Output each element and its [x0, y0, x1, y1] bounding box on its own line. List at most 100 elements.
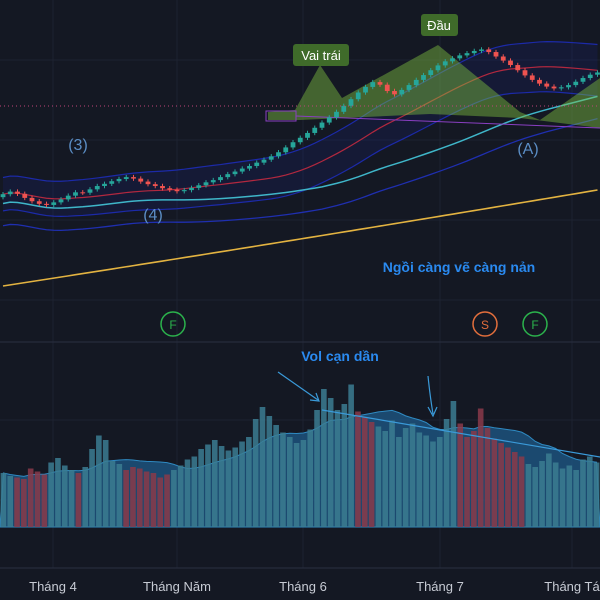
volume-bar-rect — [450, 401, 457, 527]
candle-body — [203, 182, 209, 186]
volume-bar — [116, 464, 123, 527]
candle — [283, 145, 289, 155]
shoulder-label-text: Vai trái — [301, 48, 341, 63]
volume-bar — [205, 444, 211, 527]
volume-bar-rect — [334, 410, 341, 527]
volume-bar-rect — [511, 452, 518, 527]
volume-bar — [389, 420, 395, 527]
volume-bar-rect — [143, 471, 150, 527]
volume-bar — [518, 456, 525, 527]
volume-bar-rect — [484, 428, 491, 527]
volume-bar-rect — [239, 441, 245, 527]
volume-bar — [211, 440, 218, 527]
candle — [305, 130, 310, 141]
volume-bar — [580, 459, 586, 527]
volume-bar-rect — [409, 423, 416, 527]
candle-body — [305, 132, 310, 138]
candle — [384, 82, 390, 94]
candle — [58, 197, 64, 205]
candle-body — [210, 180, 216, 183]
volume-bar-rect — [443, 419, 450, 527]
candle — [500, 54, 506, 63]
candle-body — [464, 53, 470, 56]
volume-bar — [307, 429, 314, 527]
marker-f-right[interactable]: F — [522, 311, 548, 337]
candle-body — [297, 137, 303, 143]
candle — [218, 174, 223, 183]
volume-bar — [130, 467, 136, 527]
volume-bar-rect — [321, 389, 327, 527]
candle-body — [377, 82, 383, 85]
volume-bar — [484, 428, 491, 527]
volume-bar-rect — [246, 437, 252, 527]
wave-3-label: (3) — [68, 137, 88, 154]
candle-body — [58, 199, 64, 203]
candle-body — [551, 86, 557, 89]
candle — [566, 82, 571, 90]
candle-body — [450, 58, 455, 62]
candle-body — [595, 72, 600, 75]
candle — [210, 177, 216, 185]
volume-bar — [586, 456, 593, 527]
volume-bar-rect — [102, 440, 109, 527]
candle — [87, 187, 93, 195]
candle — [377, 79, 383, 87]
volume-bar-rect — [273, 425, 279, 527]
candle — [558, 85, 564, 91]
candle-body — [334, 111, 339, 118]
volume-bar-rect — [491, 438, 498, 527]
head-label: Đầu — [421, 14, 458, 36]
candle — [486, 47, 492, 55]
candle — [312, 125, 318, 136]
candle-body — [65, 195, 71, 200]
volume-bar-rect — [75, 473, 82, 527]
volume-bar-rect — [48, 462, 54, 527]
candle-body — [160, 186, 165, 189]
volume-bar — [593, 462, 600, 527]
volume-bar — [55, 458, 61, 527]
volume-bar-rect — [184, 459, 191, 527]
volume-bar — [102, 440, 109, 527]
volume-bar-rect — [464, 437, 470, 527]
candle-body — [370, 82, 376, 87]
candle — [334, 109, 339, 120]
candle-body — [73, 192, 78, 196]
volume-bar — [498, 443, 504, 527]
arrow-down-head-icon — [427, 406, 438, 418]
volume-bar — [505, 447, 511, 527]
volume-bar — [177, 465, 184, 527]
candle — [225, 171, 231, 180]
ma-fast-line — [2, 66, 598, 200]
volume-bar — [191, 456, 198, 527]
candle-body — [537, 79, 542, 84]
volume-bar-rect — [109, 461, 116, 527]
volume-bar — [239, 441, 245, 527]
candle-body — [544, 83, 550, 87]
volume-bar-rect — [280, 432, 286, 527]
volume-bar — [157, 477, 164, 527]
volume-bar — [436, 437, 443, 527]
candle — [196, 183, 202, 191]
marker-s[interactable]: S — [472, 311, 498, 337]
volume-bar-rect — [164, 474, 170, 527]
volume-bar-rect — [177, 465, 184, 527]
volume-bar — [266, 416, 273, 527]
volume-bar — [525, 464, 532, 527]
candle — [152, 181, 158, 189]
candle-body — [276, 152, 281, 157]
volume-bar — [443, 419, 450, 527]
volume-bar-rect — [314, 410, 320, 527]
candle-body — [326, 117, 332, 123]
candle — [399, 87, 405, 97]
candle-body — [457, 55, 463, 59]
candle — [435, 63, 441, 73]
bollinger-bands — [2, 41, 598, 217]
candle — [580, 75, 586, 84]
volume-bar-rect — [430, 441, 436, 527]
volume-bar-rect — [191, 456, 198, 527]
candle — [80, 190, 86, 195]
candle — [239, 166, 245, 174]
candle-body — [399, 89, 405, 95]
marker-f-left[interactable]: F — [160, 311, 186, 337]
